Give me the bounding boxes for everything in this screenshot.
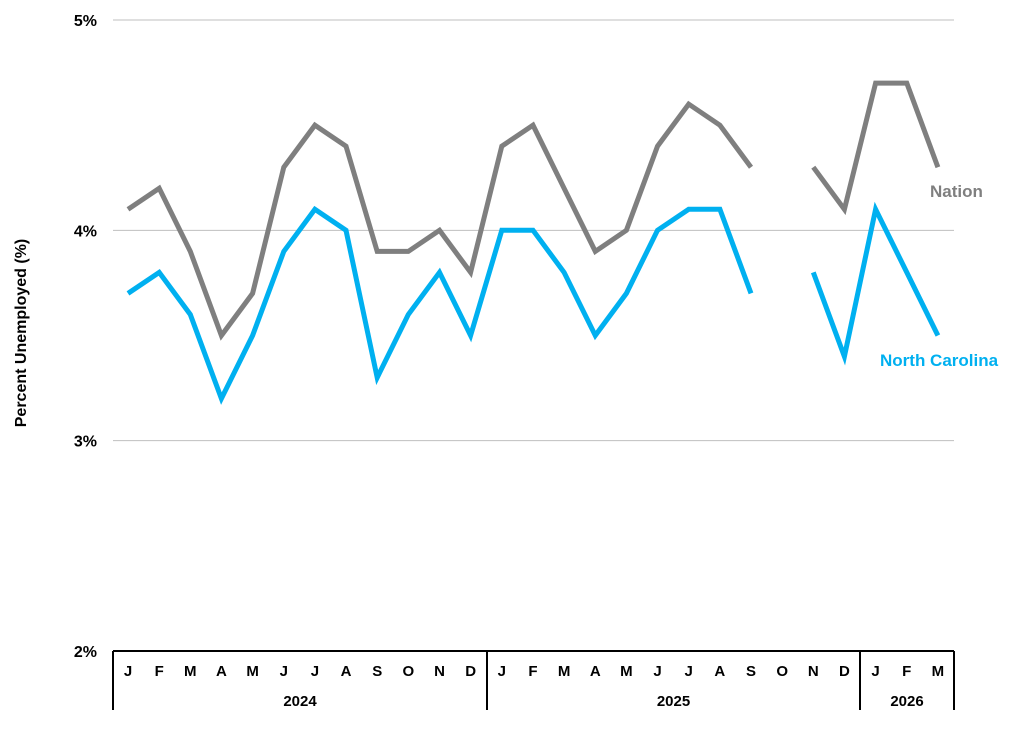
x-tick-label: D	[839, 663, 850, 680]
x-tick-label: J	[124, 663, 132, 680]
y-tick-label: 3%	[74, 434, 97, 451]
series-line-nation	[811, 80, 941, 216]
x-tick-label: M	[932, 663, 945, 680]
series-label-north-carolina: North Carolina	[880, 351, 999, 370]
y-tick-label: 5%	[74, 13, 97, 30]
x-tick-label: D	[465, 663, 476, 680]
y-tick-label: 4%	[74, 223, 97, 240]
x-axis: J F M A M J J A S O N D J F M A M J J A S O N D J F M 2024 2025 2026	[112, 650, 955, 710]
series-line-north-carolina	[810, 201, 941, 366]
x-tick-label: F	[528, 663, 537, 680]
x-tick-label: J	[280, 663, 288, 680]
y-tick-label: 2%	[74, 644, 97, 661]
x-tick-label: J	[871, 663, 879, 680]
x-tick-label: A	[341, 663, 352, 680]
series-line-north-carolina	[126, 205, 754, 405]
series-labels: Nation North Carolina	[880, 182, 999, 370]
x-tick-label: J	[498, 663, 506, 680]
x-tick-label: J	[311, 663, 319, 680]
y-axis-ticks: 2% 3% 4% 5%	[74, 13, 97, 661]
x-tick-label: M	[558, 663, 571, 680]
x-tick-label: N	[434, 663, 445, 680]
year-label: 2024	[283, 693, 317, 710]
series-label-nation: Nation	[930, 182, 983, 201]
year-label: 2026	[890, 693, 923, 710]
x-tick-label: F	[155, 663, 164, 680]
x-tick-label: M	[620, 663, 633, 680]
x-tick-label: A	[216, 663, 227, 680]
x-tick-label: S	[746, 663, 756, 680]
series-lines	[126, 80, 941, 405]
year-label: 2025	[657, 693, 690, 710]
x-tick-label: A	[714, 663, 725, 680]
x-tick-label: F	[902, 663, 911, 680]
x-tick-label: M	[184, 663, 197, 680]
x-tick-label: J	[653, 663, 661, 680]
x-tick-label: A	[590, 663, 601, 680]
x-tick-label: N	[808, 663, 819, 680]
x-tick-label: O	[776, 663, 788, 680]
x-tick-label: J	[685, 663, 693, 680]
series-line-nation	[126, 100, 754, 341]
y-axis-label: Percent Unemployed (%)	[13, 239, 30, 427]
x-tick-label: S	[372, 663, 382, 680]
x-tick-label: M	[246, 663, 259, 680]
x-tick-label: O	[403, 663, 415, 680]
